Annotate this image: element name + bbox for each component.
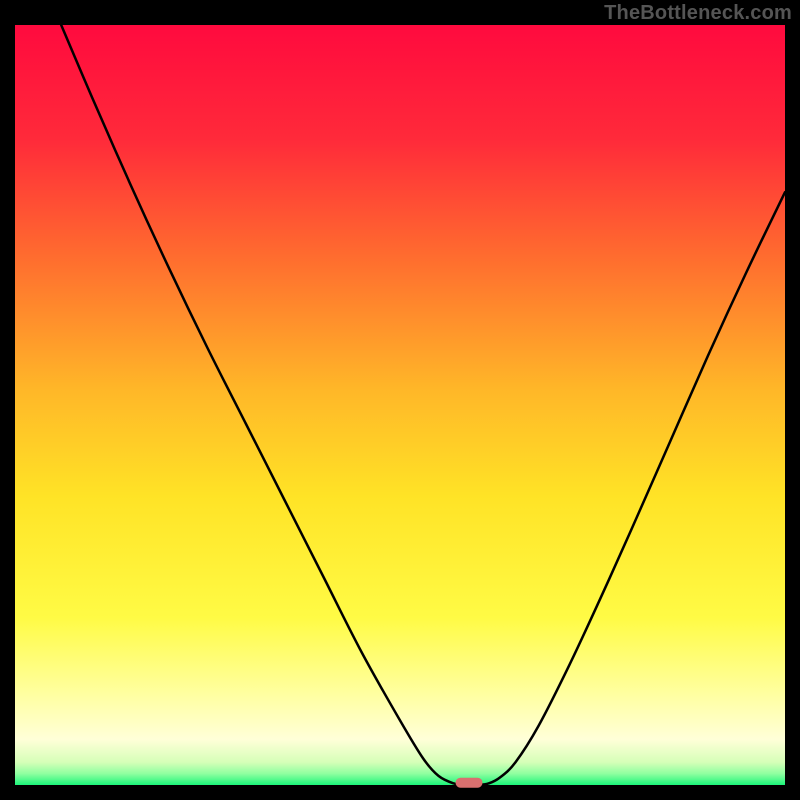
- plot-area: [15, 25, 785, 785]
- watermark-text: TheBottleneck.com: [604, 2, 792, 25]
- chart-frame: TheBottleneck.com: [0, 0, 800, 800]
- curve-layer: [15, 25, 785, 785]
- bottleneck-curve: [61, 25, 785, 785]
- optimal-marker: [456, 777, 483, 788]
